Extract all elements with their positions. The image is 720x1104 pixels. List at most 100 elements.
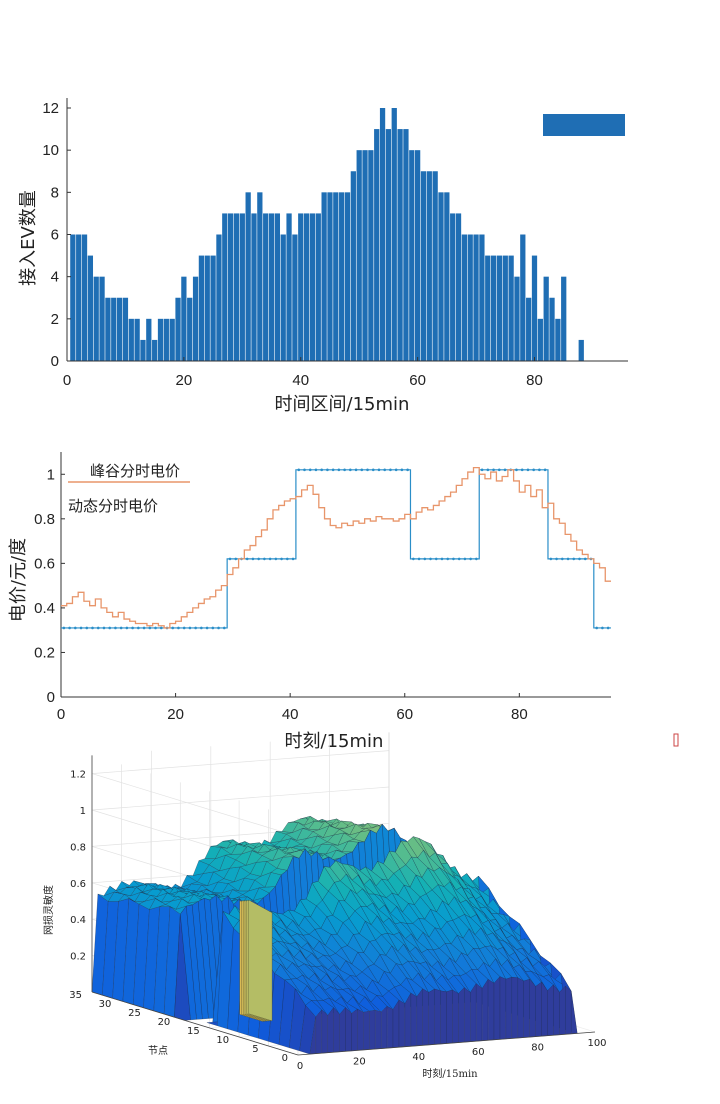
surface-facet — [493, 899, 510, 917]
surface-facet — [130, 887, 147, 897]
surface-facet — [258, 839, 275, 851]
tou-marker — [102, 626, 106, 630]
surface-facet — [288, 846, 306, 855]
tou-marker — [389, 468, 392, 472]
tou-marker — [314, 468, 318, 472]
surface-facet — [433, 948, 450, 968]
tou-marker — [114, 626, 117, 630]
surface-facet — [337, 825, 355, 839]
surface-skirt — [257, 897, 264, 1011]
bar — [257, 192, 263, 361]
surface-facet — [295, 988, 312, 1006]
surface-facet — [136, 887, 153, 895]
surface-facet — [274, 963, 292, 981]
surface-facet — [514, 952, 532, 972]
surface-facet — [310, 851, 328, 1010]
surface-facet — [177, 894, 195, 904]
surface-facet — [320, 973, 338, 990]
surface-facet — [449, 881, 467, 903]
surface-facet — [374, 833, 392, 848]
surface-facet — [283, 942, 301, 958]
surface-skirt — [339, 1007, 346, 1052]
surface-facet — [235, 850, 253, 866]
surface-facet — [149, 898, 166, 910]
surface-facet — [258, 886, 276, 894]
tou-marker — [85, 626, 89, 630]
surface-facet — [276, 856, 294, 871]
surface-facet — [281, 949, 299, 968]
surface-facet — [355, 866, 372, 1012]
surface-skirt — [511, 977, 518, 1039]
surface-facet — [407, 836, 424, 859]
surface-facet — [371, 824, 389, 832]
surface-facet — [440, 921, 458, 945]
surface-facet — [189, 891, 206, 900]
surface-facet — [314, 820, 331, 826]
surface-facet — [329, 833, 347, 847]
surface-skirt — [440, 990, 447, 1045]
surface-facet — [371, 861, 389, 881]
surface-facet — [268, 918, 286, 936]
surface-facet — [438, 866, 455, 1005]
tou-marker — [79, 626, 83, 630]
surface-facet — [333, 830, 351, 844]
surface-facet — [174, 914, 191, 1021]
surface-facet — [300, 849, 318, 857]
surface-facet — [310, 965, 327, 981]
surface-facet — [153, 884, 171, 891]
surface-facet — [487, 899, 504, 915]
surface-facet — [278, 845, 296, 854]
surface-facet — [210, 845, 228, 849]
legend-label-dynamic: 动态分时电价 — [68, 498, 158, 515]
surface-facet — [175, 883, 192, 892]
surface-facet — [204, 894, 222, 901]
surface-facet — [413, 855, 431, 867]
surface-facet — [323, 830, 341, 841]
surface-facet — [506, 935, 523, 950]
surface-facet — [324, 986, 342, 1002]
surface-facet — [266, 848, 284, 856]
surface-facet — [211, 895, 229, 902]
surface-facet — [263, 844, 281, 852]
surface-facet — [495, 919, 513, 939]
surface-facet — [161, 885, 178, 893]
bar — [70, 234, 76, 361]
surface-facet — [339, 839, 357, 845]
surface-facet — [345, 842, 363, 855]
surface-facet — [247, 896, 264, 904]
surface-skirt — [233, 898, 240, 1013]
surface-facet — [281, 870, 298, 1013]
surface-facet — [219, 855, 236, 871]
surface-skirt — [488, 979, 495, 1041]
surface-facet — [232, 839, 250, 848]
surface-facet — [323, 825, 340, 838]
surface-facet — [381, 846, 398, 851]
surface-facet — [468, 876, 485, 1006]
surface-facet — [443, 957, 461, 977]
bar — [216, 234, 222, 361]
surface-facet — [467, 947, 484, 971]
surface-facet — [264, 839, 281, 846]
bar — [333, 192, 339, 361]
surface-facet — [297, 850, 315, 859]
surface-facet — [476, 914, 494, 936]
surface-facet — [428, 927, 446, 949]
tou-marker — [320, 468, 323, 472]
surface-facet — [115, 881, 133, 891]
surface-facet — [401, 960, 419, 981]
surface-facet — [466, 873, 483, 893]
tou-marker — [228, 557, 232, 561]
surface-facet — [242, 842, 260, 849]
surface-facet — [163, 906, 181, 1018]
surface-facet — [419, 961, 437, 981]
surface-facet — [331, 863, 349, 1014]
tou-marker — [200, 626, 203, 630]
y-tick-label: 0.8 — [34, 511, 55, 528]
bar — [175, 297, 181, 361]
surface-facet — [398, 884, 415, 905]
surface-facet — [308, 973, 326, 991]
surface-skirt — [382, 823, 389, 1002]
surface-facet — [329, 997, 346, 1015]
surface-skirt — [275, 874, 282, 1010]
surface-facet — [194, 890, 211, 898]
